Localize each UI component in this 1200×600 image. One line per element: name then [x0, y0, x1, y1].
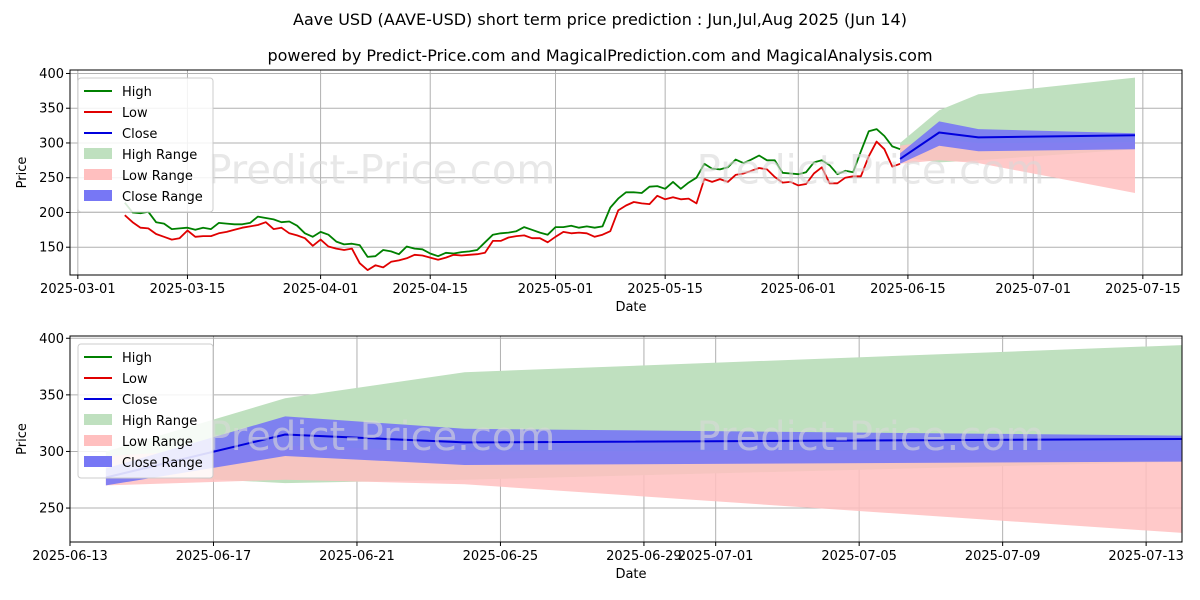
y-tick-label: 350 [39, 102, 64, 117]
x-tick-label: 2025-07-09 [965, 549, 1041, 564]
chart-panel-bottom: Predict-Price.com Predict-Price.com 2025-0… [15, 332, 1184, 582]
x-tick-label: 2025-03-15 [150, 282, 226, 297]
x-tick-label: 2025-07-15 [1105, 282, 1181, 297]
y-tick-label: 200 [39, 206, 64, 221]
x-tick-label: 2025-06-15 [870, 282, 946, 297]
legend-label: High Range [122, 414, 197, 429]
y-tick-label: 400 [39, 67, 64, 82]
x-tick-label: 2025-06-17 [176, 549, 252, 564]
x-tick-label: 2025-03-01 [40, 282, 116, 297]
axes-frame [69, 69, 1183, 276]
legend-swatch-patch [84, 169, 112, 180]
legend-label: High Range [122, 148, 197, 163]
axes-frame [69, 335, 1183, 543]
high-series-line [124, 128, 901, 258]
y-tick-label: 400 [39, 332, 64, 347]
watermark-text: Predict-Price.com [697, 148, 1045, 194]
x-axis-label: Date [615, 300, 646, 315]
watermark: Predict-Price.com Predict-Price.com [207, 148, 1044, 194]
close-series-line [899, 131, 1136, 160]
legend-label: Close Range [122, 190, 203, 205]
legend-swatch-patch [84, 456, 112, 467]
watermark-text: Predict-Price.com [207, 148, 555, 194]
legend-label: High [122, 85, 152, 100]
close-range-band [105, 416, 1182, 486]
y-tick-label: 350 [39, 388, 64, 403]
low-series-line [124, 140, 901, 272]
x-axis-label: Date [615, 567, 646, 582]
low-range-band [900, 139, 1135, 193]
watermark-text: Predict-Price.com [207, 414, 555, 460]
close-range-band [900, 121, 1135, 164]
y-tick-label: 150 [39, 241, 64, 256]
x-tick-label: 2025-04-15 [392, 282, 468, 297]
x-tick-label: 2025-07-05 [821, 549, 897, 564]
legend-swatch-patch [84, 148, 112, 159]
legend-label: Low [122, 372, 148, 387]
x-tick-label: 2025-06-25 [463, 549, 539, 564]
x-tick-label: 2025-05-01 [518, 282, 594, 297]
y-tick-label: 250 [39, 502, 64, 517]
legend-label: Close Range [122, 456, 203, 471]
y-tick-label: 300 [39, 136, 64, 151]
y-axis-label: Price [15, 423, 30, 455]
legend-label: Low Range [122, 169, 193, 184]
legend: High Low Close High Range Low Range Close Ran… [77, 343, 214, 479]
legend-swatch-patch [84, 190, 112, 201]
x-tick-label: 2025-06-13 [32, 549, 108, 564]
x-tick-label: 2025-05-15 [627, 282, 703, 297]
x-tick-label: 2025-07-01 [995, 282, 1071, 297]
chart-subtitle: powered by Predict-Price.com and Magical… [267, 46, 933, 65]
plot-area: Predict-Price.com Predict-Price.com [124, 77, 1136, 272]
x-tick-label: 2025-07-13 [1108, 549, 1184, 564]
y-axis-label: Price [15, 157, 30, 189]
y-tick-label: 300 [39, 445, 64, 460]
legend-swatch-patch [84, 414, 112, 425]
legend: High Low Close High Range Low Range Close Ran… [77, 77, 214, 213]
watermark-text: Predict-Price.com [697, 414, 1045, 460]
legend-label: Close [122, 393, 157, 408]
y-tick-label: 250 [39, 171, 64, 186]
low-range-band [105, 445, 1182, 533]
legend-label: High [122, 351, 152, 366]
x-tick-label: 2025-06-29 [606, 549, 682, 564]
x-tick-label: 2025-04-01 [283, 282, 359, 297]
legend-label: Close [122, 127, 157, 142]
x-tick-label: 2025-06-01 [761, 282, 837, 297]
x-tick-label: 2025-06-21 [319, 549, 395, 564]
legend-label: Low [122, 106, 148, 121]
x-tick-label: 2025-07-01 [678, 549, 754, 564]
chart-title: Aave USD (AAVE-USD) short term price pre… [293, 10, 907, 29]
plot-area: Predict-Price.com Predict-Price.com [105, 345, 1182, 533]
legend-swatch-patch [84, 435, 112, 446]
legend-label: Low Range [122, 435, 193, 450]
chart-panel-top: Predict-Price.com Predict-Price.com 2025-0… [15, 67, 1183, 315]
watermark: Predict-Price.com Predict-Price.com [207, 414, 1044, 460]
